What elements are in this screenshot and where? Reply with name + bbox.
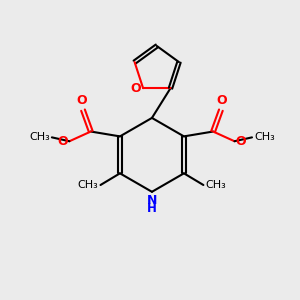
Text: O: O <box>77 94 87 107</box>
Text: O: O <box>130 82 141 95</box>
Text: O: O <box>236 135 246 148</box>
Text: O: O <box>58 135 68 148</box>
Text: O: O <box>217 94 227 107</box>
Text: CH₃: CH₃ <box>78 180 99 190</box>
Text: N: N <box>147 194 157 207</box>
Text: CH₃: CH₃ <box>254 132 275 142</box>
Text: CH₃: CH₃ <box>29 132 50 142</box>
Text: CH₃: CH₃ <box>205 180 226 190</box>
Text: H: H <box>147 202 157 215</box>
